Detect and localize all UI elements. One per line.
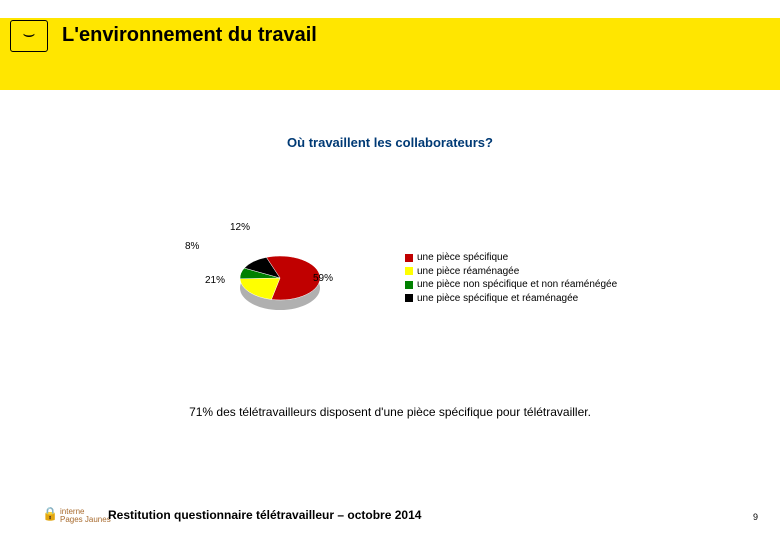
legend-item: une pièce spécifique et réaménagée <box>405 292 617 306</box>
pct-label-59: 59% <box>313 273 333 284</box>
chart-subtitle: Où travaillent les collaborateurs? <box>0 135 780 150</box>
footer-badge: interne Pages Jaunes <box>60 508 111 524</box>
conclusion-text: 71% des télétravailleurs disposent d'une… <box>0 405 780 419</box>
pie-chart-area: 12% 8% 21% 59% une pièce spécifique une … <box>185 225 705 345</box>
lock-icon: 🔒 <box>42 506 58 522</box>
legend-label: une pièce spécifique <box>417 251 508 265</box>
legend-item: une pièce non spécifique et non réaménég… <box>405 278 617 292</box>
page-number: 9 <box>753 512 758 522</box>
swatch-icon <box>405 267 413 275</box>
legend-label: une pièce réaménagée <box>417 265 519 279</box>
footer: 🔒 interne Pages Jaunes Restitution quest… <box>0 502 780 522</box>
legend-label: une pièce non spécifique et non réaménég… <box>417 278 617 292</box>
swatch-icon <box>405 254 413 262</box>
pct-label-12: 12% <box>230 222 250 233</box>
page-title: L'environnement du travail <box>62 24 317 47</box>
smile-icon: ⌣ <box>22 24 35 44</box>
footer-text: Restitution questionnaire télétravailleu… <box>108 508 421 522</box>
legend: une pièce spécifique une pièce réaménagé… <box>405 251 617 305</box>
legend-item: une pièce spécifique <box>405 251 617 265</box>
swatch-icon <box>405 294 413 302</box>
pct-label-8: 8% <box>185 241 199 252</box>
pct-label-21: 21% <box>205 275 225 286</box>
legend-item: une pièce réaménagée <box>405 265 617 279</box>
header-bar: ⌣ L'environnement du travail <box>0 18 780 90</box>
footer-badge-line2: Pages Jaunes <box>60 515 111 524</box>
brand-logo: ⌣ <box>10 20 48 52</box>
swatch-icon <box>405 281 413 289</box>
legend-label: une pièce spécifique et réaménagée <box>417 292 578 306</box>
